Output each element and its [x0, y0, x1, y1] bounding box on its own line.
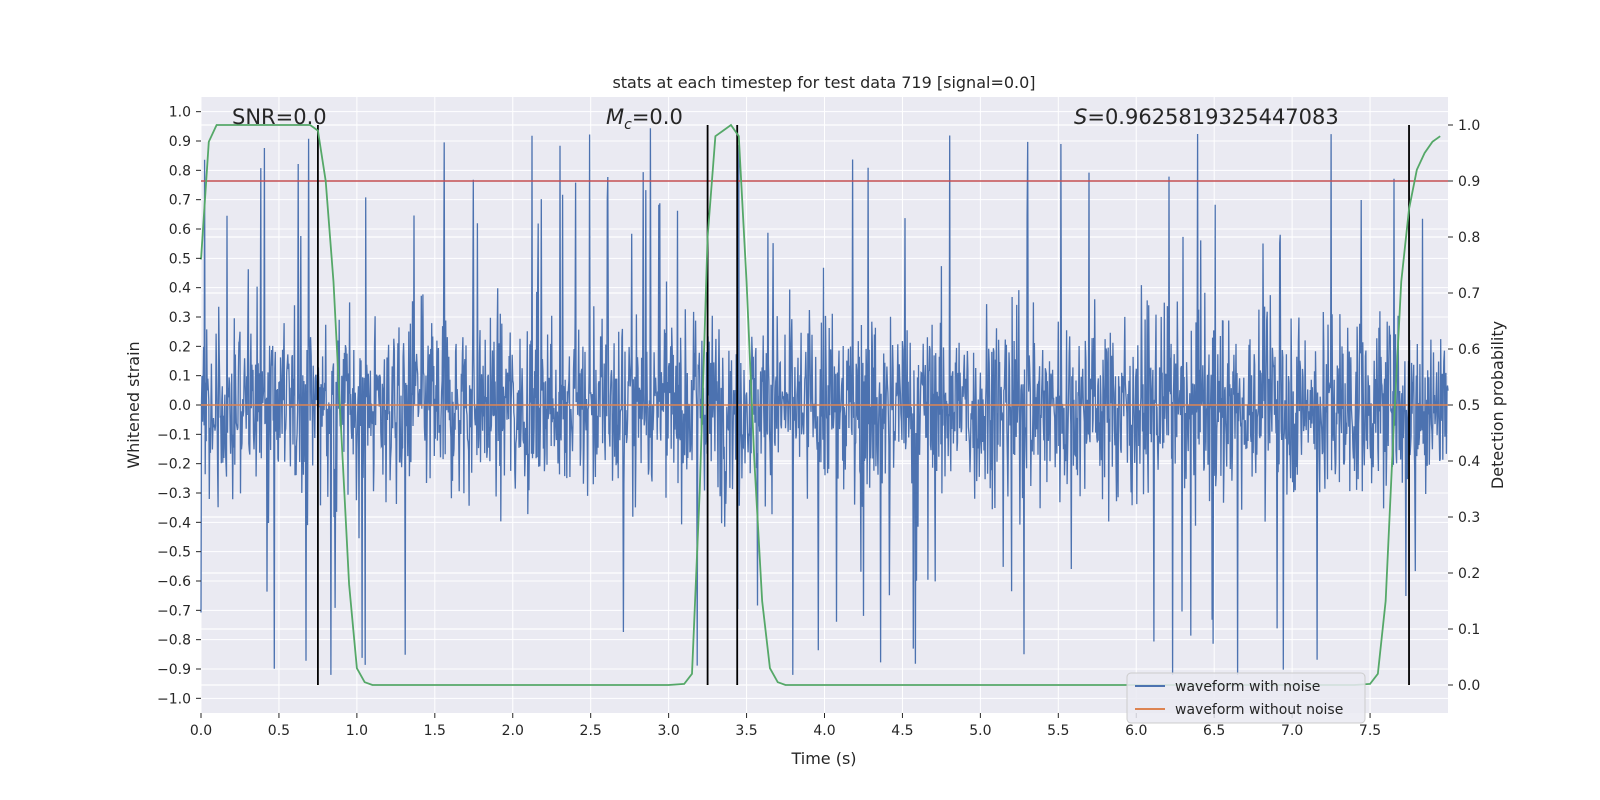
y2-tick-label: 0.4	[1458, 454, 1480, 470]
y-tick-label: −0.7	[157, 603, 191, 619]
y-tick-label: −0.1	[157, 427, 191, 443]
y-tick-label: 0.4	[169, 281, 191, 297]
x-tick-label: 7.5	[1359, 723, 1381, 739]
y-tick-label: −0.4	[157, 515, 191, 531]
x-tick-label: 1.5	[424, 723, 446, 739]
x-tick-label: 5.5	[1047, 723, 1069, 739]
series-line-detection-probability	[200, 123, 1441, 686]
y-tick-label: 0.0	[169, 398, 191, 414]
y-tick-label: −1.0	[157, 691, 191, 707]
y2-tick-label: 0.2	[1458, 566, 1480, 582]
y2-tick-label: 1.0	[1458, 118, 1480, 134]
y-tick-label: 0.9	[169, 134, 191, 150]
x-tick-label: 6.0	[1125, 723, 1147, 739]
legend-label-clean: waveform without noise	[1175, 702, 1343, 718]
y-tick-label: 0.7	[169, 193, 191, 209]
x-tick-label: 2.5	[580, 723, 602, 739]
y-tick-label: −0.9	[157, 662, 191, 678]
y2-tick-label: 0.5	[1458, 398, 1480, 414]
x-tick-label: 4.0	[813, 723, 835, 739]
y-tick-label: 0.5	[169, 251, 191, 267]
y2-tick-label: 0.0	[1458, 678, 1480, 694]
s-value: =0.9625819325447083	[1087, 105, 1338, 129]
y2-tick-label: 0.1	[1458, 622, 1480, 638]
legend-box	[1126, 672, 1366, 724]
y-tick-label: 0.2	[169, 339, 191, 355]
mc-symbol: M	[606, 105, 624, 129]
legend: waveform with noise waveform without noi…	[1126, 672, 1366, 724]
y-tick-label: 1.0	[169, 105, 191, 121]
y-tick-label: 0.1	[169, 369, 191, 385]
series-line-waveform-with-noise	[200, 128, 1449, 675]
y-tick-label: 0.8	[169, 163, 191, 179]
noise-waveform-series	[200, 128, 1449, 675]
x-tick-label: 0.0	[190, 723, 212, 739]
annotations: SNR=0.0 Mc=0.0 S=0.9625819325447083	[232, 105, 1339, 133]
y2-tick-label: 0.7	[1458, 286, 1480, 302]
y-tick-labels: −1.0 −0.9 −0.8 −0.7 −0.6 −0.5 −0.4 −0.3 −0.2 −0.1…	[157, 105, 201, 707]
chart-title: stats at each timestep for test data 719…	[612, 73, 1035, 92]
annotation-chirp-mass: Mc=0.0	[606, 105, 683, 133]
vertical-lines-group	[317, 125, 1410, 685]
y-tick-label: −0.3	[157, 486, 191, 502]
x-tick-label: 6.5	[1203, 723, 1225, 739]
mc-subscript: c	[624, 117, 632, 133]
x-tick-label: 3.5	[735, 723, 757, 739]
y2-tick-labels: 0.0 0.1 0.2 0.3 0.4 0.5 0.6 0.7 0.8 0.9 1.0	[1448, 118, 1480, 694]
y2-tick-label: 0.9	[1458, 174, 1480, 190]
y-tick-label: 0.3	[169, 310, 191, 326]
x-tick-label: 2.0	[502, 723, 524, 739]
x-tick-label: 1.0	[346, 723, 368, 739]
x-tick-label: 4.5	[891, 723, 913, 739]
y2-tick-label: 0.3	[1458, 510, 1480, 526]
y2-axis-label: Detection probability	[1488, 321, 1507, 489]
mc-value: =0.0	[632, 105, 683, 129]
y-tick-label: −0.6	[157, 574, 191, 590]
probability-series	[200, 123, 1441, 686]
x-tick-label: 7.0	[1281, 723, 1303, 739]
y-axis-label: Whitened strain	[124, 341, 143, 468]
y-tick-label: −0.2	[157, 457, 191, 473]
y-tick-label: −0.5	[157, 545, 191, 561]
x-axis-label: Time (s)	[790, 749, 856, 768]
annotation-score: S=0.9625819325447083	[1074, 105, 1339, 129]
y2-tick-label: 0.8	[1458, 230, 1480, 246]
s-symbol: S	[1074, 105, 1087, 129]
legend-label-noise: waveform with noise	[1175, 679, 1320, 695]
annotation-snr: SNR=0.0	[232, 105, 327, 129]
y-tick-label: 0.6	[169, 222, 191, 238]
y-tick-label: −0.8	[157, 633, 191, 649]
x-tick-labels: 0.0 0.5 1.0 1.5 2.0 2.5 3.0 3.5 4.0 4.5 5.0 5.5 6.0 6…	[190, 713, 1381, 739]
x-tick-label: 3.0	[657, 723, 679, 739]
y2-tick-label: 0.6	[1458, 342, 1480, 358]
x-tick-label: 5.0	[969, 723, 991, 739]
x-tick-label: 0.5	[268, 723, 290, 739]
